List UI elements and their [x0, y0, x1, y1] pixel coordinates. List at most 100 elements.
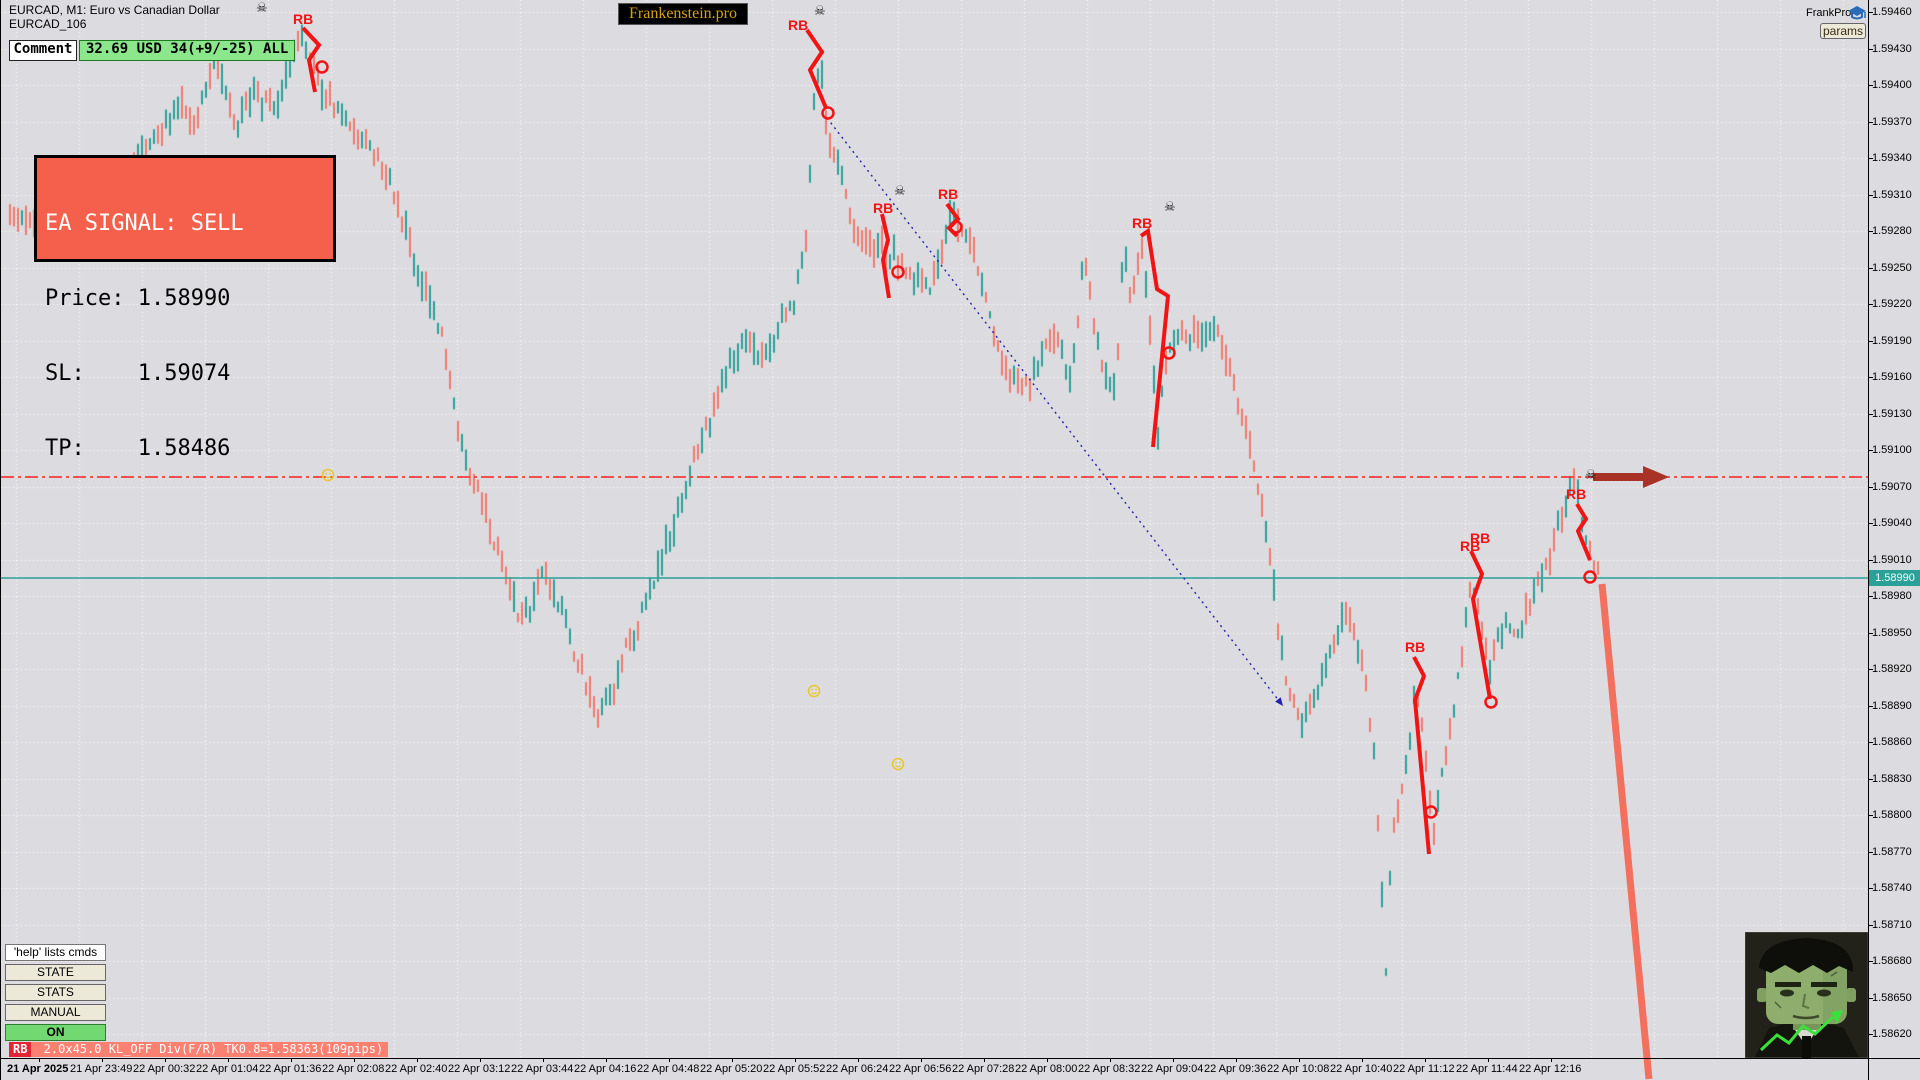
time-axis-tick [417, 1058, 418, 1062]
time-axis-tick [1425, 1058, 1426, 1062]
time-axis-tick [1047, 1058, 1048, 1062]
price-axis-label: 1.59370 [1872, 115, 1912, 128]
price-axis-label: 1.58740 [1872, 882, 1912, 894]
price-axis-tick [1868, 559, 1873, 561]
price-axis-label: 1.59280 [1872, 225, 1912, 237]
time-axis-label: 22 Apr 10:08 [1267, 1063, 1330, 1075]
time-axis-tick [606, 1058, 607, 1062]
price-axis-label: 1.58980 [1872, 590, 1912, 602]
price-axis-tick [1868, 523, 1873, 524]
time-axis-label: 21 Apr 2025 [7, 1063, 69, 1075]
command-button-manual[interactable]: MANUAL [5, 1004, 106, 1021]
price-axis-tick [1868, 194, 1873, 196]
time-axis-tick [1110, 1058, 1111, 1062]
price-axis-tick [1868, 851, 1873, 853]
price-axis-label: 1.59160 [1872, 371, 1912, 383]
price-axis-label: 1.59130 [1872, 407, 1912, 420]
price-axis-label: 1.58770 [1872, 845, 1912, 858]
comment-button[interactable]: Comment [9, 40, 77, 61]
time-axis-tick [543, 1058, 544, 1062]
ea-signal-sl: SL: 1.59074 [45, 361, 231, 386]
command-button-on[interactable]: ON [5, 1024, 106, 1041]
time-axis-label: 22 Apr 12:16 [1519, 1063, 1582, 1075]
current-price-tag: 1.58990 [1869, 570, 1920, 586]
price-axis-tick [1868, 705, 1873, 707]
price-axis-label: 1.58860 [1872, 736, 1912, 748]
price-axis-tick [1868, 231, 1873, 232]
price-axis-tick [1868, 267, 1873, 269]
time-axis-label: 22 Apr 05:52 [763, 1063, 826, 1075]
price-axis-label: 1.59310 [1872, 188, 1912, 201]
price-axis-label: 1.59010 [1872, 553, 1912, 566]
price-axis-label: 1.59460 [1872, 6, 1912, 18]
price-axis-tick [1868, 778, 1873, 780]
time-axis-tick [1236, 1058, 1237, 1062]
price-axis-label: 1.58950 [1872, 626, 1912, 639]
command-button-helplistscmds[interactable]: 'help' lists cmds [5, 944, 106, 961]
ea-signal-price: Price: 1.58990 [45, 286, 231, 311]
params-button[interactable]: params [1820, 23, 1866, 39]
time-axis-label: 22 Apr 02:08 [322, 1063, 385, 1075]
time-axis-label: 22 Apr 04:16 [574, 1063, 637, 1075]
time-axis-tick [1362, 1058, 1363, 1062]
command-button-state[interactable]: STATE [5, 964, 106, 981]
time-axis-label: 22 Apr 06:24 [826, 1063, 889, 1075]
ea-signal-headline: EA SIGNAL: SELL [45, 211, 244, 236]
time-axis-label: 22 Apr 05:20 [700, 1063, 763, 1075]
price-axis-tick [1868, 340, 1873, 342]
time-axis-tick [669, 1058, 670, 1062]
ea-status-bar: RB 2.0x45.0 KL_OFF Div(F/R) TK0.8=1.5836… [9, 1042, 389, 1057]
price-axis-label: 1.59430 [1872, 42, 1912, 55]
price-axis-tick [1868, 12, 1873, 13]
time-axis-tick [165, 1058, 166, 1062]
time-axis-label: 22 Apr 01:36 [259, 1063, 322, 1075]
time-axis-tick [795, 1058, 796, 1062]
price-axis-label: 1.58710 [1872, 918, 1912, 931]
status-settings-text: 2.0x45.0 KL_OFF Div(F/R) TK0.8=1.58363(1… [31, 1042, 389, 1057]
time-axis-tick [1551, 1058, 1552, 1062]
time-axis-label: 22 Apr 11:44 [1456, 1063, 1518, 1075]
brand-badge: Frankenstein.pro [618, 3, 748, 25]
time-axis-label: 22 Apr 03:44 [511, 1063, 574, 1075]
time-axis-label: 22 Apr 09:04 [1141, 1063, 1204, 1075]
price-axis-label: 1.59190 [1872, 334, 1912, 347]
status-rb-chip: RB [9, 1042, 32, 1057]
command-button-stats[interactable]: STATS [5, 984, 106, 1001]
time-axis-label: 22 Apr 06:56 [889, 1063, 952, 1075]
ea-signal-tp: TP: 1.58486 [45, 436, 231, 461]
price-axis-label: 1.59400 [1872, 79, 1912, 91]
price-axis-label: 1.58620 [1872, 1028, 1912, 1040]
time-axis-label: 22 Apr 07:28 [952, 1063, 1015, 1075]
time-axis-tick [39, 1058, 40, 1062]
time-axis-label: 22 Apr 00:32 [133, 1063, 196, 1075]
time-axis-label: 22 Apr 11:12 [1393, 1063, 1455, 1075]
graduation-cap-icon [1848, 6, 1866, 20]
account-name-label: FrankPro [1806, 7, 1852, 19]
price-axis-tick [1868, 377, 1873, 378]
price-axis-tick [1868, 632, 1873, 634]
price-axis-tick [1868, 48, 1873, 50]
time-axis-tick [291, 1058, 292, 1062]
time-axis-label: 22 Apr 10:40 [1330, 1063, 1393, 1075]
price-axis-tick [1868, 888, 1873, 889]
price-axis-label: 1.58680 [1872, 955, 1912, 967]
price-axis-tick [1868, 121, 1873, 123]
price-axis-label: 1.59040 [1872, 517, 1912, 529]
time-axis-tick [1173, 1058, 1174, 1062]
time-axis-tick [1299, 1058, 1300, 1062]
price-axis-tick [1868, 450, 1873, 451]
price-axis-tick [1868, 413, 1873, 415]
chart-subtitle: EURCAD_106 [9, 17, 87, 31]
time-axis-tick [102, 1058, 103, 1062]
time-axis-label: 22 Apr 08:00 [1015, 1063, 1078, 1075]
time-axis-tick [858, 1058, 859, 1062]
price-axis-tick [1868, 997, 1873, 999]
time-axis-tick [732, 1058, 733, 1062]
price-axis-label: 1.59220 [1872, 298, 1912, 310]
time-axis-tick [228, 1058, 229, 1062]
price-axis-tick [1868, 1034, 1873, 1035]
price-axis-label: 1.58830 [1872, 772, 1912, 785]
time-axis-label: 22 Apr 08:32 [1078, 1063, 1141, 1075]
time-axis-label: 22 Apr 02:40 [385, 1063, 448, 1075]
